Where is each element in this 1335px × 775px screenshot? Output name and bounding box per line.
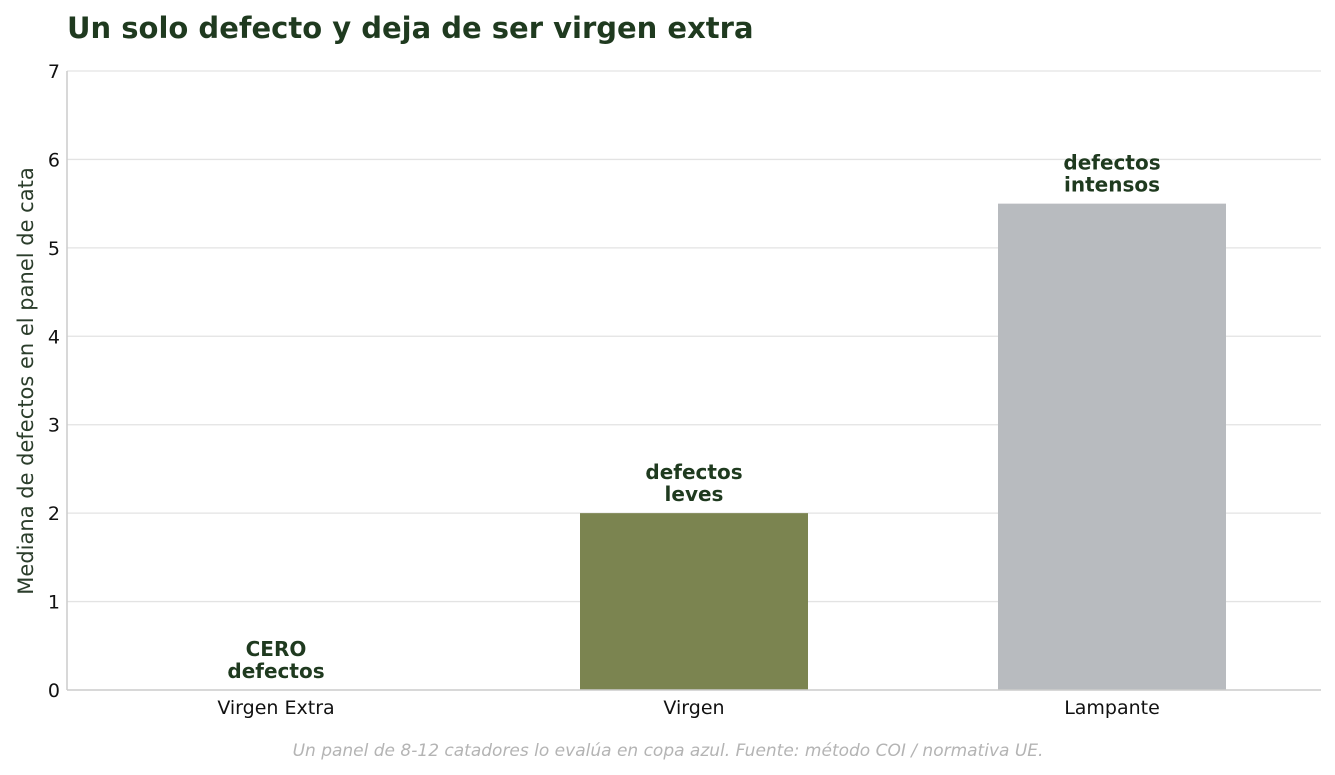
- x-tick-label: Virgen: [663, 697, 724, 719]
- y-tick-label: 0: [48, 680, 60, 702]
- y-axis-label: Mediana de defectos en el panel de cata: [14, 167, 38, 594]
- gridlines: [67, 70, 1321, 603]
- y-tick-label: 6: [48, 149, 60, 171]
- chart-title: Un solo defecto y deja de ser virgen ext…: [67, 11, 754, 45]
- bar-label: intensos: [1064, 173, 1160, 197]
- bars: [580, 203, 1226, 690]
- bar-label: CERO: [246, 637, 307, 661]
- x-tick-label: Virgen Extra: [217, 697, 334, 719]
- y-tick-label: 4: [48, 326, 60, 348]
- x-tick-label: Lampante: [1064, 697, 1160, 719]
- bar-label: leves: [665, 482, 724, 506]
- y-tick-label: 3: [48, 415, 60, 437]
- y-tick-label: 2: [48, 503, 60, 525]
- y-tick-label: 1: [48, 592, 60, 614]
- bar-label: defectos: [645, 460, 742, 484]
- bar-label: defectos: [227, 659, 324, 683]
- bar-label: defectos: [1063, 151, 1160, 175]
- y-tick-label: 5: [48, 238, 60, 260]
- bar: [998, 203, 1226, 690]
- bar: [580, 513, 808, 690]
- y-tick-label: 7: [48, 61, 60, 83]
- axes: [66, 71, 1321, 691]
- footnote: Un panel de 8-12 catadores lo evalúa en …: [293, 741, 1044, 761]
